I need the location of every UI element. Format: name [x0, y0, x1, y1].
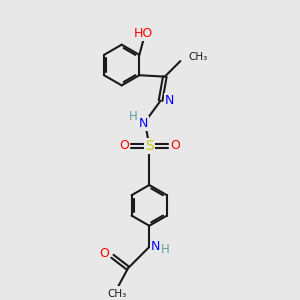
Text: CH₃: CH₃ [107, 289, 126, 299]
Text: H: H [129, 110, 137, 123]
Text: H: H [161, 243, 170, 256]
Text: N: N [139, 117, 148, 130]
Text: HO: HO [134, 27, 153, 40]
Text: CH₃: CH₃ [189, 52, 208, 62]
Text: O: O [170, 140, 180, 152]
Text: S: S [145, 139, 154, 153]
Text: O: O [119, 140, 129, 152]
Text: O: O [100, 247, 110, 260]
Text: N: N [165, 94, 174, 106]
Text: N: N [151, 241, 160, 254]
